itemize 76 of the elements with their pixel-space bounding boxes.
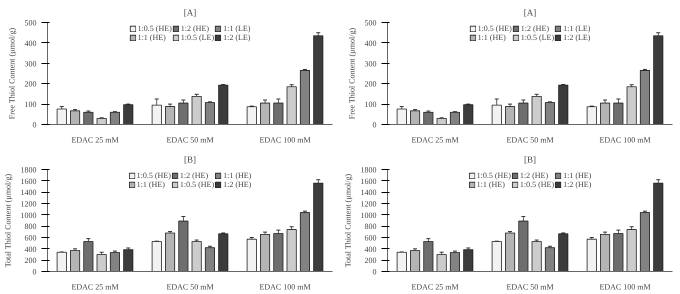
y-tick-label: 100 [364, 100, 376, 110]
y-tick-label: 300 [24, 59, 36, 68]
chart-title: [B] [184, 154, 196, 164]
chart-title: [B] [524, 154, 536, 164]
legend-label: 1:1 (HE) [136, 180, 165, 189]
y-axis-title: Free Thiol Content (µmol/g) [8, 28, 16, 120]
legend-label: 1:0.5 (HE) [136, 171, 171, 180]
y-tick-label: 200 [364, 80, 376, 89]
y-tick-label: 300 [364, 59, 376, 68]
legend-label: 1:0.5 (HE) [180, 180, 214, 189]
x-tick-label: EDAC 100 mM [599, 282, 651, 292]
y-tick-label: 0 [372, 268, 376, 276]
legend-label: 1:0.5 (HE) [520, 180, 554, 189]
x-tick-label: EDAC 50 mM [506, 282, 554, 292]
y-tick-label: 1200 [20, 200, 36, 208]
legend-label: 1:1 (LE) [563, 24, 590, 33]
y-tick-label: 100 [24, 100, 36, 110]
chart-title: [A] [524, 8, 536, 18]
legend-label: 1:1 (HE) [138, 33, 166, 42]
y-tick-label: 800 [24, 222, 36, 232]
legend-label: 1:0.5 (HE) [138, 24, 172, 33]
legend-label: 1:2 (LE) [563, 33, 590, 42]
legend-label: 1:0.5 (HE) [476, 171, 511, 180]
y-axis-title: Total Thiol Content (µmol/g) [4, 174, 12, 268]
legend-label: 1:2 (HE) [180, 24, 209, 33]
y-tick-label: 1600 [360, 176, 376, 186]
y-tick-label: 1000 [360, 210, 376, 220]
legend-label: 1:2 (HE) [520, 171, 548, 180]
x-tick-label: EDAC 50 mM [166, 136, 214, 144]
y-tick-label: 500 [364, 18, 376, 28]
y-tick-label: 1800 [360, 166, 376, 174]
legend-label: 1:1 (HE) [476, 180, 505, 189]
x-tick-label: EDAC 100 mM [259, 282, 311, 292]
legend-label: 1:2 (HE) [520, 24, 549, 33]
legend-label: 1:1 (HE) [478, 33, 506, 42]
x-tick-label: EDAC 25 mM [411, 282, 459, 292]
x-tick-label: EDAC 25 mM [411, 136, 459, 144]
y-tick-label: 1000 [20, 210, 36, 220]
chart-title: [A] [184, 8, 196, 18]
y-tick-label: 1400 [360, 188, 376, 198]
y-tick-label: 400 [24, 38, 36, 48]
y-tick-label: 200 [24, 80, 36, 89]
x-tick-label: EDAC 25 mM [71, 282, 119, 292]
y-tick-label: 1600 [20, 176, 36, 186]
y-tick-label: 400 [364, 38, 376, 48]
y-tick-label: 1800 [20, 166, 36, 174]
x-tick-label: EDAC 25 mM [71, 136, 119, 144]
legend-label: 1:2 (HE) [563, 180, 592, 189]
y-tick-label: 0 [372, 120, 376, 130]
legend-label: 1:2 (HE) [180, 171, 208, 180]
y-tick-label: 200 [24, 256, 36, 266]
x-tick-label: EDAC 100 mM [599, 136, 651, 144]
y-tick-label: 200 [364, 256, 376, 266]
y-tick-label: 500 [24, 18, 36, 28]
legend-label: 1:0.5 (LE) [520, 33, 554, 42]
y-tick-label: 400 [24, 244, 36, 254]
legend-label: 1:1 (LE) [223, 24, 250, 33]
legend-label: 1:2 (HE) [223, 180, 252, 189]
legend-label: 1:0.5 (HE) [478, 24, 512, 33]
y-tick-label: 600 [24, 234, 36, 242]
y-tick-label: 1200 [360, 200, 376, 208]
legend-label: 1:0.5 (LE) [180, 33, 214, 42]
y-tick-label: 0 [32, 120, 36, 130]
y-tick-label: 1400 [20, 188, 36, 198]
y-tick-label: 600 [364, 234, 376, 242]
y-tick-label: 400 [364, 244, 376, 254]
y-tick-label: 800 [364, 222, 376, 232]
y-axis-title: Total Thiol Content (µmol/g) [344, 174, 352, 268]
y-axis-title: Free Thiol Content (µmol/g) [348, 28, 356, 120]
legend-label: 1:1 (HE) [223, 171, 252, 180]
x-tick-label: EDAC 50 mM [506, 136, 554, 144]
legend-label: 1:2 (LE) [223, 33, 250, 42]
x-tick-label: EDAC 50 mM [166, 282, 214, 292]
y-tick-label: 0 [32, 268, 36, 276]
legend-label: 1:1 (HE) [563, 171, 592, 180]
x-tick-label: EDAC 100 mM [259, 136, 311, 144]
